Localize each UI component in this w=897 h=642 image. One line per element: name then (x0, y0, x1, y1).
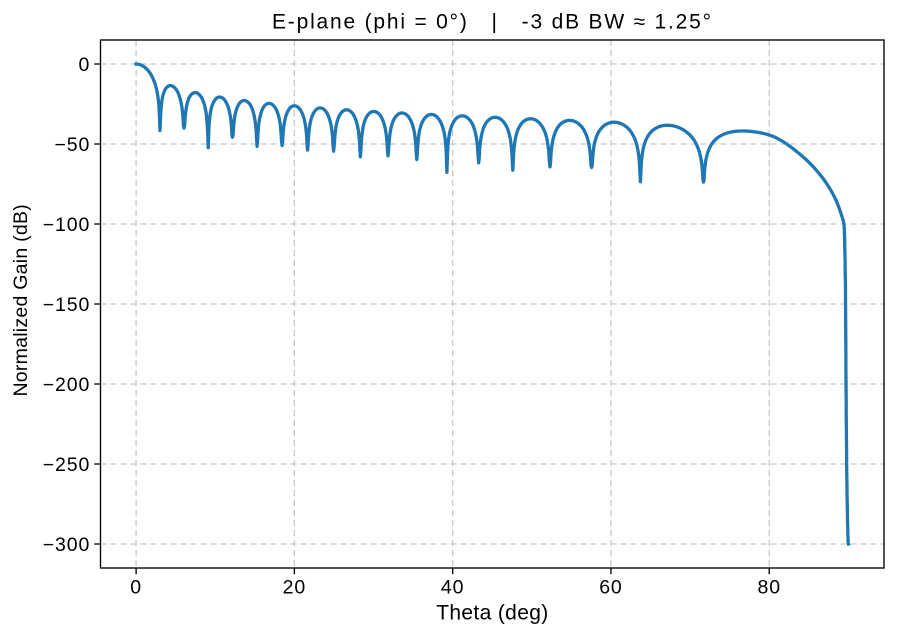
svg-text:−50: −50 (55, 134, 91, 156)
svg-text:40: 40 (441, 577, 465, 599)
svg-text:Normalized Gain (dB): Normalized Gain (dB) (10, 204, 32, 396)
svg-text:−250: −250 (43, 454, 91, 476)
svg-text:0: 0 (130, 577, 142, 599)
svg-text:−150: −150 (43, 294, 91, 316)
svg-text:Theta (deg): Theta (deg) (436, 601, 548, 624)
svg-text:−200: −200 (43, 374, 91, 396)
svg-text:E-plane (phi = 0°) | -3 dB: E-plane (phi = 0°) | -3 dB BW ≈ 1.25° (272, 11, 713, 34)
svg-text:−300: −300 (43, 534, 91, 556)
svg-text:0: 0 (79, 54, 91, 76)
svg-text:80: 80 (757, 577, 781, 599)
svg-text:−100: −100 (43, 214, 91, 236)
svg-text:60: 60 (599, 577, 623, 599)
svg-text:20: 20 (283, 577, 307, 599)
